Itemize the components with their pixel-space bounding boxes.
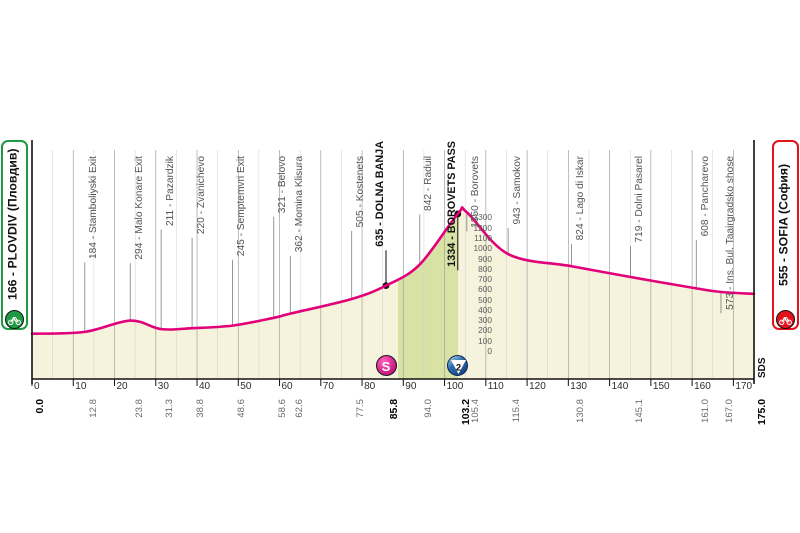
svg-text:2: 2: [456, 363, 461, 374]
